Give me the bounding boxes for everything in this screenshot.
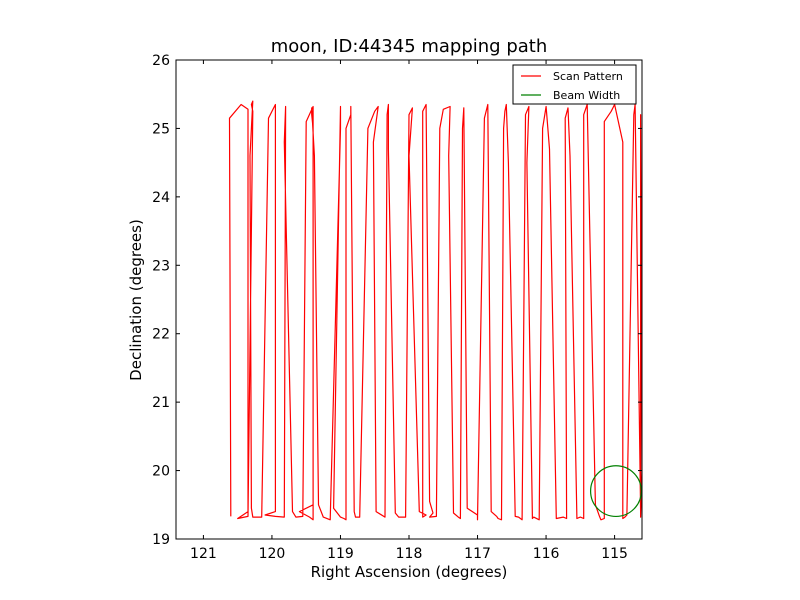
y-tick-label: 26	[152, 53, 170, 69]
x-tick-label: 117	[464, 546, 491, 562]
x-tick-label: 116	[533, 546, 560, 562]
x-tick-label: 121	[190, 546, 217, 562]
y-tick-label: 22	[152, 327, 170, 343]
beam-width-circle	[590, 465, 642, 518]
x-tick-label: 120	[259, 546, 286, 562]
scan-pattern-line	[228, 100, 642, 521]
legend-box	[512, 64, 637, 105]
y-tick-label: 21	[152, 395, 170, 411]
legend-label-beam-width: Beam Width	[553, 89, 620, 102]
y-tick-label: 24	[152, 190, 170, 206]
y-axis-label: Declination (degrees)	[127, 219, 145, 381]
chart-title: moon, ID:44345 mapping path	[271, 36, 548, 57]
ticks-layer: 121 120 119 118 117 116 115 19 20 21 22 23 24 25 26	[152, 53, 642, 562]
y-tick-label: 20	[152, 464, 170, 480]
x-tick-label: 115	[601, 546, 628, 562]
y-tick-label: 19	[152, 532, 170, 548]
x-axis-label: Right Ascension (degrees)	[311, 563, 508, 581]
legend-label-scan-pattern: Scan Pattern	[553, 70, 623, 83]
legend: Scan Pattern Beam Width	[512, 64, 637, 105]
y-tick-label: 25	[152, 121, 170, 137]
x-tick-label: 119	[327, 546, 354, 562]
series-layer	[228, 100, 642, 521]
y-tick-label: 23	[152, 258, 170, 274]
x-tick-label: 118	[396, 546, 423, 562]
